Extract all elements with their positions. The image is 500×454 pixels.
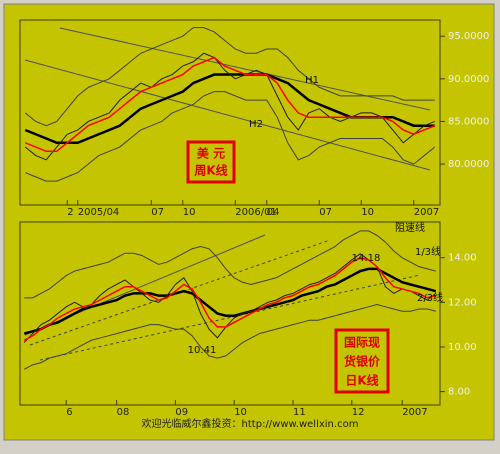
series-line [23,256,436,341]
series-line [24,27,435,127]
x-tick-label: 04 [267,207,280,218]
annotation: 1/3线 [415,245,441,258]
panel-bottom [19,221,441,406]
y-tick-label: 8.00 [448,387,470,398]
series-line [24,230,436,299]
annotation: H1 [305,75,319,86]
title-box [334,328,390,394]
x-tick-label: 2007 [414,207,439,218]
y-tick-label: 10.00 [448,342,477,353]
series-line [24,52,435,161]
annotation: H2 [249,119,263,130]
y-tick-label: 95.0000 [448,31,489,42]
chart-title: 周K线 [194,163,227,178]
series-line [23,304,436,370]
trend-line [39,274,421,361]
annotation: 2/3线 [417,291,443,304]
annotation: 阻速线 [395,221,425,234]
annotation: 10.41 [188,345,217,356]
series-line [24,56,436,153]
x-tick-label: 6 [66,407,72,418]
x-tick-label: 09 [175,407,188,418]
y-tick-label: 14.00 [448,253,477,264]
annotation: 14.18 [352,253,381,264]
chart-title: 货银价 [344,354,381,369]
x-tick-label: 11 [293,407,306,418]
title-box [186,140,236,184]
footer: 欢迎光临威尔鑫投资：http://www.wellxin.com [142,417,359,430]
x-tick-label: 07 [319,207,332,218]
y-tick-label: 12.00 [448,297,477,308]
x-tick-label: 10 [183,207,196,218]
x-tick-label: 2005/04 [78,207,120,218]
x-tick-label: 07 [151,207,164,218]
y-tick-label: 90.0000 [448,74,489,85]
x-tick-label: 2006/01 [235,207,277,218]
x-tick-label: 2 [67,207,73,218]
x-tick-label: 10 [234,407,247,418]
x-tick-label: 2007 [402,407,427,418]
series-line [25,91,436,182]
chart-title: 日K线 [345,373,378,388]
x-tick-label: 10 [361,207,374,218]
y-tick-label: 85.0000 [448,116,489,127]
chart-title: 美 元 [197,146,225,161]
series-line [23,267,437,335]
x-tick-label: 12 [352,407,365,418]
chart-title: 国际现 [344,336,380,350]
x-tick-label: 08 [117,407,130,418]
panel-top [19,19,441,206]
y-tick-label: 80.0000 [448,159,489,170]
trend-line [24,59,431,171]
